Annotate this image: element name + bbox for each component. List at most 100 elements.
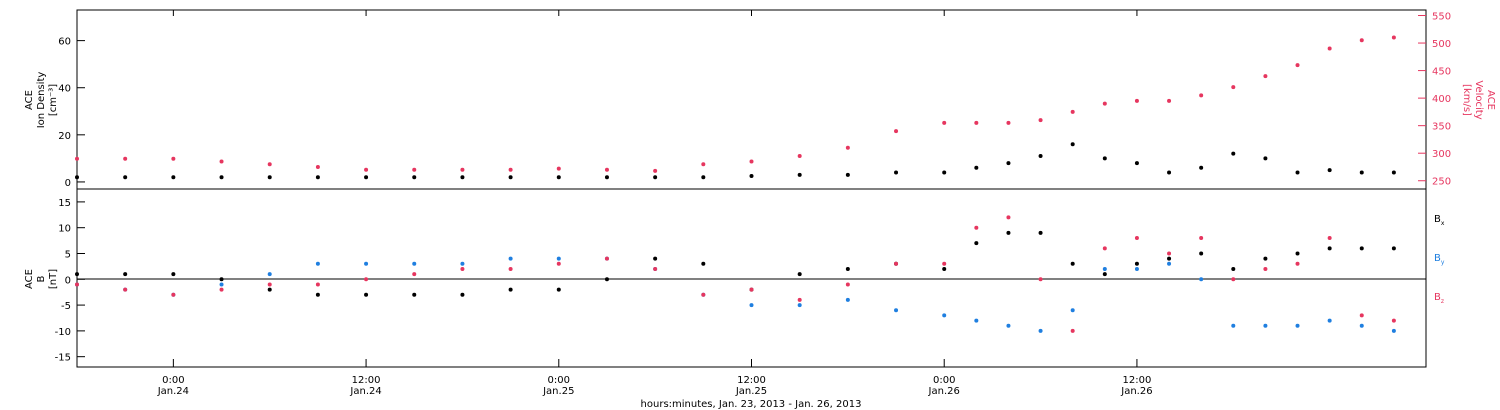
field-point — [1263, 323, 1268, 328]
plasma-point — [1102, 156, 1107, 161]
field-point — [974, 318, 979, 323]
plasma-point — [749, 159, 754, 164]
plasma-point — [1006, 161, 1011, 166]
plasma-point — [219, 175, 224, 180]
plasma-point — [604, 167, 609, 172]
field-point — [123, 287, 128, 292]
field-point — [1263, 266, 1268, 271]
plasma-point — [123, 175, 128, 180]
field-point — [749, 287, 754, 292]
velocity-tick-label: 250 — [1432, 177, 1451, 188]
velocity-axis-label-line3: [km/s] — [1461, 84, 1472, 116]
velocity-axis-label-line1: ACE — [1485, 90, 1496, 110]
plasma-point — [1102, 101, 1107, 106]
velocity-tick-label: 400 — [1432, 94, 1451, 105]
field-point — [894, 308, 899, 313]
time-tick-label: 12:00 — [1123, 375, 1152, 386]
plasma-point — [1199, 165, 1204, 170]
field-panel-frame — [76, 188, 1427, 368]
legend-bz: Bz — [1434, 292, 1444, 305]
field-axis-label: ACE B [nT] — [24, 269, 59, 289]
field-point — [845, 297, 850, 302]
plasma-point — [1327, 168, 1332, 173]
plasma-point — [1359, 38, 1364, 43]
velocity-tick-label: 450 — [1432, 67, 1451, 78]
field-point — [1102, 246, 1107, 251]
field-point — [1070, 328, 1075, 333]
plasma-point — [508, 167, 513, 172]
field-point — [364, 292, 369, 297]
field-point — [460, 261, 465, 266]
plasma-point — [412, 167, 417, 172]
field-point — [1391, 318, 1396, 323]
velocity-tick-label: 550 — [1432, 12, 1451, 23]
field-point — [653, 266, 658, 271]
density-axis-label: ACE Ion Density [cm⁻³] — [24, 72, 59, 129]
plasma-point — [171, 156, 176, 161]
plasma-point — [75, 175, 79, 180]
field-point — [1199, 236, 1204, 241]
field-point — [1038, 328, 1043, 333]
plasma-point — [556, 166, 561, 171]
field-point — [1038, 277, 1043, 282]
field-point — [1359, 323, 1364, 328]
time-tick-label: 0:00 — [548, 375, 570, 386]
field-point — [1231, 266, 1236, 271]
velocity-axis-label: ACE Velocity [km/s] — [1461, 80, 1496, 119]
density-axis-label-line1: ACE — [24, 90, 35, 110]
time-tick-date: Jan.26 — [1120, 386, 1152, 397]
field-point — [1295, 261, 1300, 266]
field-point — [556, 287, 561, 292]
velocity-tick-label: 500 — [1432, 39, 1451, 50]
field-point — [1167, 261, 1172, 266]
plasma-point — [974, 120, 979, 125]
legend-by: By — [1434, 253, 1445, 266]
field-point — [653, 256, 658, 261]
field-point — [219, 287, 224, 292]
field-point — [797, 297, 802, 302]
field-tick-label: -15 — [55, 353, 71, 364]
field-point — [1231, 323, 1236, 328]
plasma-point — [1199, 93, 1204, 98]
field-point — [412, 261, 417, 266]
density-axis-ticks: 0 20 40 60 — [58, 37, 85, 189]
velocity-axis-ticks: 250 300 350 400 450 500 550 — [1418, 12, 1451, 188]
legend: Bx By Bz — [1434, 214, 1445, 305]
plasma-point — [1070, 142, 1075, 147]
field-point — [315, 282, 320, 287]
field-tick-label: 15 — [58, 198, 71, 209]
field-point — [75, 272, 79, 277]
velocity-tick-label: 350 — [1432, 122, 1451, 133]
field-point — [556, 256, 561, 261]
density-axis-label-line3: [cm⁻³] — [48, 84, 59, 116]
field-tick-label: -5 — [61, 301, 71, 312]
plasma-point — [845, 172, 850, 177]
time-tick-date: Jan.24 — [349, 386, 381, 397]
field-point — [604, 277, 609, 282]
time-axis-ticks: 0:00Jan.2412:00Jan.240:00Jan.2512:00Jan.… — [157, 10, 1153, 397]
field-point — [797, 272, 802, 277]
field-point — [942, 266, 947, 271]
field-point — [1391, 328, 1396, 333]
plasma-point — [1391, 35, 1396, 40]
field-point — [1295, 251, 1300, 256]
field-point — [75, 282, 79, 287]
plasma-point — [267, 162, 272, 167]
plasma-point — [364, 175, 369, 180]
time-tick-date: Jan.25 — [735, 386, 767, 397]
field-point — [267, 272, 272, 277]
field-point — [1102, 272, 1107, 277]
plasma-point — [267, 175, 272, 180]
plasma-point — [701, 175, 706, 180]
field-point — [219, 282, 224, 287]
field-point — [412, 292, 417, 297]
field-point — [508, 287, 513, 292]
field-tick-label: 5 — [65, 249, 71, 260]
field-point — [604, 256, 609, 261]
plasma-point — [315, 164, 320, 169]
field-point — [749, 303, 754, 308]
field-point — [1199, 277, 1204, 282]
plasma-point — [749, 174, 754, 179]
legend-bx: Bx — [1434, 214, 1445, 227]
field-point — [1070, 308, 1075, 313]
